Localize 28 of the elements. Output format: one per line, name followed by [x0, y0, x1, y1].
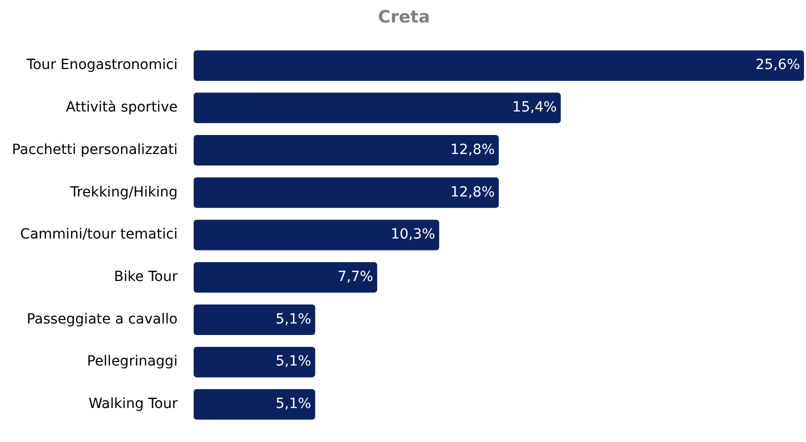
- bar: [194, 346, 316, 378]
- y-tick-label: Passeggiate a cavallo: [26, 311, 178, 328]
- bar: [194, 50, 804, 81]
- bar: [194, 389, 316, 420]
- data-label: 12,8%: [450, 184, 495, 200]
- data-label: 25,6%: [756, 57, 800, 74]
- y-tick-label: Bike Tour: [114, 268, 178, 285]
- y-tick-label: Pacchetti personalizzati: [12, 142, 178, 158]
- bar: [194, 220, 440, 250]
- y-tick-label: Attività sportive: [66, 100, 178, 116]
- data-label: 15,4%: [512, 100, 557, 116]
- data-label: 5,1%: [276, 311, 312, 328]
- data-label: 7,7%: [338, 268, 374, 285]
- data-label: 10,3%: [390, 226, 436, 243]
- y-tick-label: Trekking/Hiking: [69, 184, 178, 200]
- y-tick-label: Tour Enogastronomici: [26, 57, 178, 74]
- data-label: 12,8%: [450, 142, 495, 158]
- bar: [194, 177, 499, 208]
- y-tick-label: Walking Tour: [88, 396, 178, 412]
- y-tick-label: Cammini/tour tematici: [20, 226, 178, 243]
- bar: [194, 262, 378, 293]
- y-tick-label: Pellegrinaggi: [86, 354, 178, 370]
- bar: [194, 304, 316, 335]
- bar: [194, 92, 561, 124]
- data-label: 5,1%: [276, 396, 312, 412]
- chart-title: Creta: [378, 8, 430, 28]
- data-label: 5,1%: [276, 354, 312, 370]
- bar: [194, 135, 499, 166]
